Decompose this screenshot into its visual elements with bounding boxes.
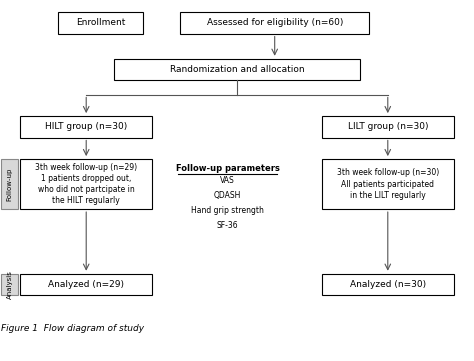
FancyBboxPatch shape — [58, 12, 143, 34]
FancyBboxPatch shape — [322, 159, 454, 209]
Text: QDASH: QDASH — [214, 191, 241, 200]
Text: Assessed for eligibility (n=60): Assessed for eligibility (n=60) — [207, 18, 343, 27]
Text: LILT group (n=30): LILT group (n=30) — [347, 122, 428, 131]
Text: Analysis: Analysis — [7, 270, 13, 299]
FancyBboxPatch shape — [181, 12, 369, 34]
FancyBboxPatch shape — [20, 116, 152, 138]
FancyBboxPatch shape — [115, 59, 359, 80]
Text: 3th week follow-up (n=30)
All patients participated
in the LILT regularly: 3th week follow-up (n=30) All patients p… — [337, 169, 439, 200]
Text: HILT group (n=30): HILT group (n=30) — [45, 122, 128, 131]
Text: Analyzed (n=29): Analyzed (n=29) — [48, 280, 124, 289]
FancyBboxPatch shape — [322, 274, 454, 295]
FancyBboxPatch shape — [1, 159, 18, 209]
Text: Enrollment: Enrollment — [76, 18, 125, 27]
FancyBboxPatch shape — [322, 116, 454, 138]
FancyBboxPatch shape — [20, 159, 152, 209]
Text: SF-36: SF-36 — [217, 221, 238, 230]
Text: Follow-up parameters: Follow-up parameters — [176, 164, 280, 173]
Text: 3th week follow-up (n=29)
1 patients dropped out,
who did not partcipate in
the : 3th week follow-up (n=29) 1 patients dro… — [35, 163, 137, 205]
FancyBboxPatch shape — [1, 274, 18, 295]
Text: Analyzed (n=30): Analyzed (n=30) — [350, 280, 426, 289]
FancyBboxPatch shape — [20, 274, 152, 295]
Text: Hand grip strength: Hand grip strength — [191, 206, 264, 215]
Text: Follow-up: Follow-up — [7, 168, 13, 201]
Text: Randomization and allocation: Randomization and allocation — [170, 65, 304, 74]
Text: VAS: VAS — [220, 176, 235, 185]
Text: Figure 1  Flow diagram of study: Figure 1 Flow diagram of study — [1, 324, 145, 333]
